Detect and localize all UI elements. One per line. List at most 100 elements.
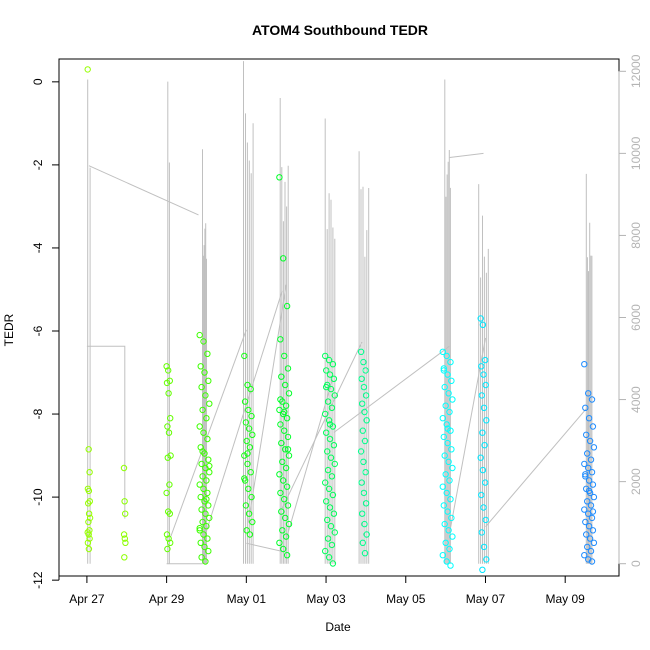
- data-point: [483, 556, 490, 563]
- data-point: [331, 392, 338, 399]
- data-point: [204, 489, 211, 497]
- y2-tick-label: 4000: [629, 386, 643, 413]
- data-point: [165, 390, 172, 397]
- data-point: [443, 558, 450, 565]
- data-point: [444, 508, 451, 515]
- data-point: [449, 464, 456, 472]
- data-point: [202, 510, 209, 517]
- data-point: [481, 442, 488, 449]
- data-point: [581, 460, 588, 468]
- data-point: [440, 365, 447, 372]
- data-point: [584, 543, 591, 551]
- data-point: [581, 506, 588, 513]
- data-point: [440, 367, 447, 374]
- x-tick-label: May 05: [386, 592, 426, 606]
- data-point: [201, 543, 208, 551]
- data-point: [323, 367, 330, 374]
- data-point: [479, 321, 487, 328]
- data-point: [121, 535, 129, 542]
- data-point: [244, 450, 251, 457]
- data-point: [357, 448, 365, 455]
- data-point: [588, 558, 596, 565]
- data-point: [441, 383, 448, 391]
- data-point: [282, 464, 290, 472]
- data-point: [282, 446, 289, 453]
- data-point: [279, 527, 286, 534]
- x-tick-label: May 03: [306, 592, 346, 606]
- count-connector-line: [285, 380, 333, 540]
- data-point: [284, 502, 292, 509]
- data-point: [245, 510, 253, 517]
- data-point: [480, 543, 488, 551]
- data-point: [85, 531, 92, 538]
- data-point: [362, 367, 369, 374]
- data-point: [284, 365, 292, 372]
- data-point: [323, 498, 330, 505]
- data-point: [446, 545, 453, 553]
- data-point: [442, 539, 449, 546]
- data-point: [358, 375, 365, 382]
- data-point: [585, 477, 593, 484]
- data-point: [204, 435, 211, 443]
- data-point: [278, 373, 285, 380]
- data-point: [327, 454, 335, 461]
- data-point: [328, 541, 336, 549]
- data-point: [480, 371, 487, 378]
- data-point: [482, 381, 489, 389]
- data-point: [281, 427, 288, 434]
- data-point: [359, 539, 366, 546]
- data-point: [164, 423, 171, 430]
- data-point: [583, 431, 590, 438]
- data-point: [361, 550, 369, 557]
- data-point: [163, 531, 171, 538]
- data-point: [277, 336, 284, 343]
- data-point: [276, 174, 283, 181]
- data-point: [166, 510, 174, 517]
- data-point: [249, 431, 256, 438]
- data-point: [322, 410, 329, 418]
- data-point: [200, 485, 207, 492]
- data-point: [242, 502, 250, 509]
- y-tick-label: -2: [31, 159, 45, 170]
- data-point: [583, 531, 590, 538]
- data-point: [590, 444, 598, 451]
- data-point: [325, 485, 333, 492]
- data-point: [280, 545, 287, 553]
- data-point: [204, 350, 211, 357]
- data-point: [244, 381, 251, 389]
- data-point: [361, 520, 368, 528]
- data-point: [584, 498, 591, 505]
- data-point: [440, 502, 447, 509]
- y-tick-label: -8: [31, 408, 45, 419]
- data-point: [588, 514, 596, 522]
- data-point: [585, 464, 592, 472]
- data-point: [196, 423, 203, 430]
- data-point: [479, 466, 487, 474]
- x-axis-label: Date: [325, 620, 351, 634]
- data-point: [585, 487, 593, 495]
- data-point: [327, 523, 335, 530]
- data-point: [443, 352, 450, 360]
- data-point: [444, 425, 451, 432]
- data-point: [442, 471, 449, 478]
- x-tick-label: May 07: [466, 592, 506, 606]
- data-point: [588, 396, 596, 403]
- data-point: [199, 448, 206, 455]
- data-point: [480, 404, 488, 411]
- data-point: [359, 400, 366, 407]
- data-point: [362, 469, 369, 476]
- data-point: [279, 458, 286, 465]
- data-point: [363, 531, 370, 538]
- data-point: [359, 427, 366, 434]
- data-point: [278, 508, 285, 515]
- data-point: [206, 462, 213, 470]
- data-point: [324, 516, 331, 524]
- data-point: [277, 421, 284, 428]
- data-point: [85, 518, 92, 526]
- data-point: [284, 446, 292, 453]
- data-point: [283, 552, 291, 559]
- data-point: [196, 525, 203, 532]
- data-point: [480, 504, 487, 511]
- chart-title: ATOM4 Southbound TEDR: [252, 22, 428, 38]
- data-point: [199, 406, 206, 414]
